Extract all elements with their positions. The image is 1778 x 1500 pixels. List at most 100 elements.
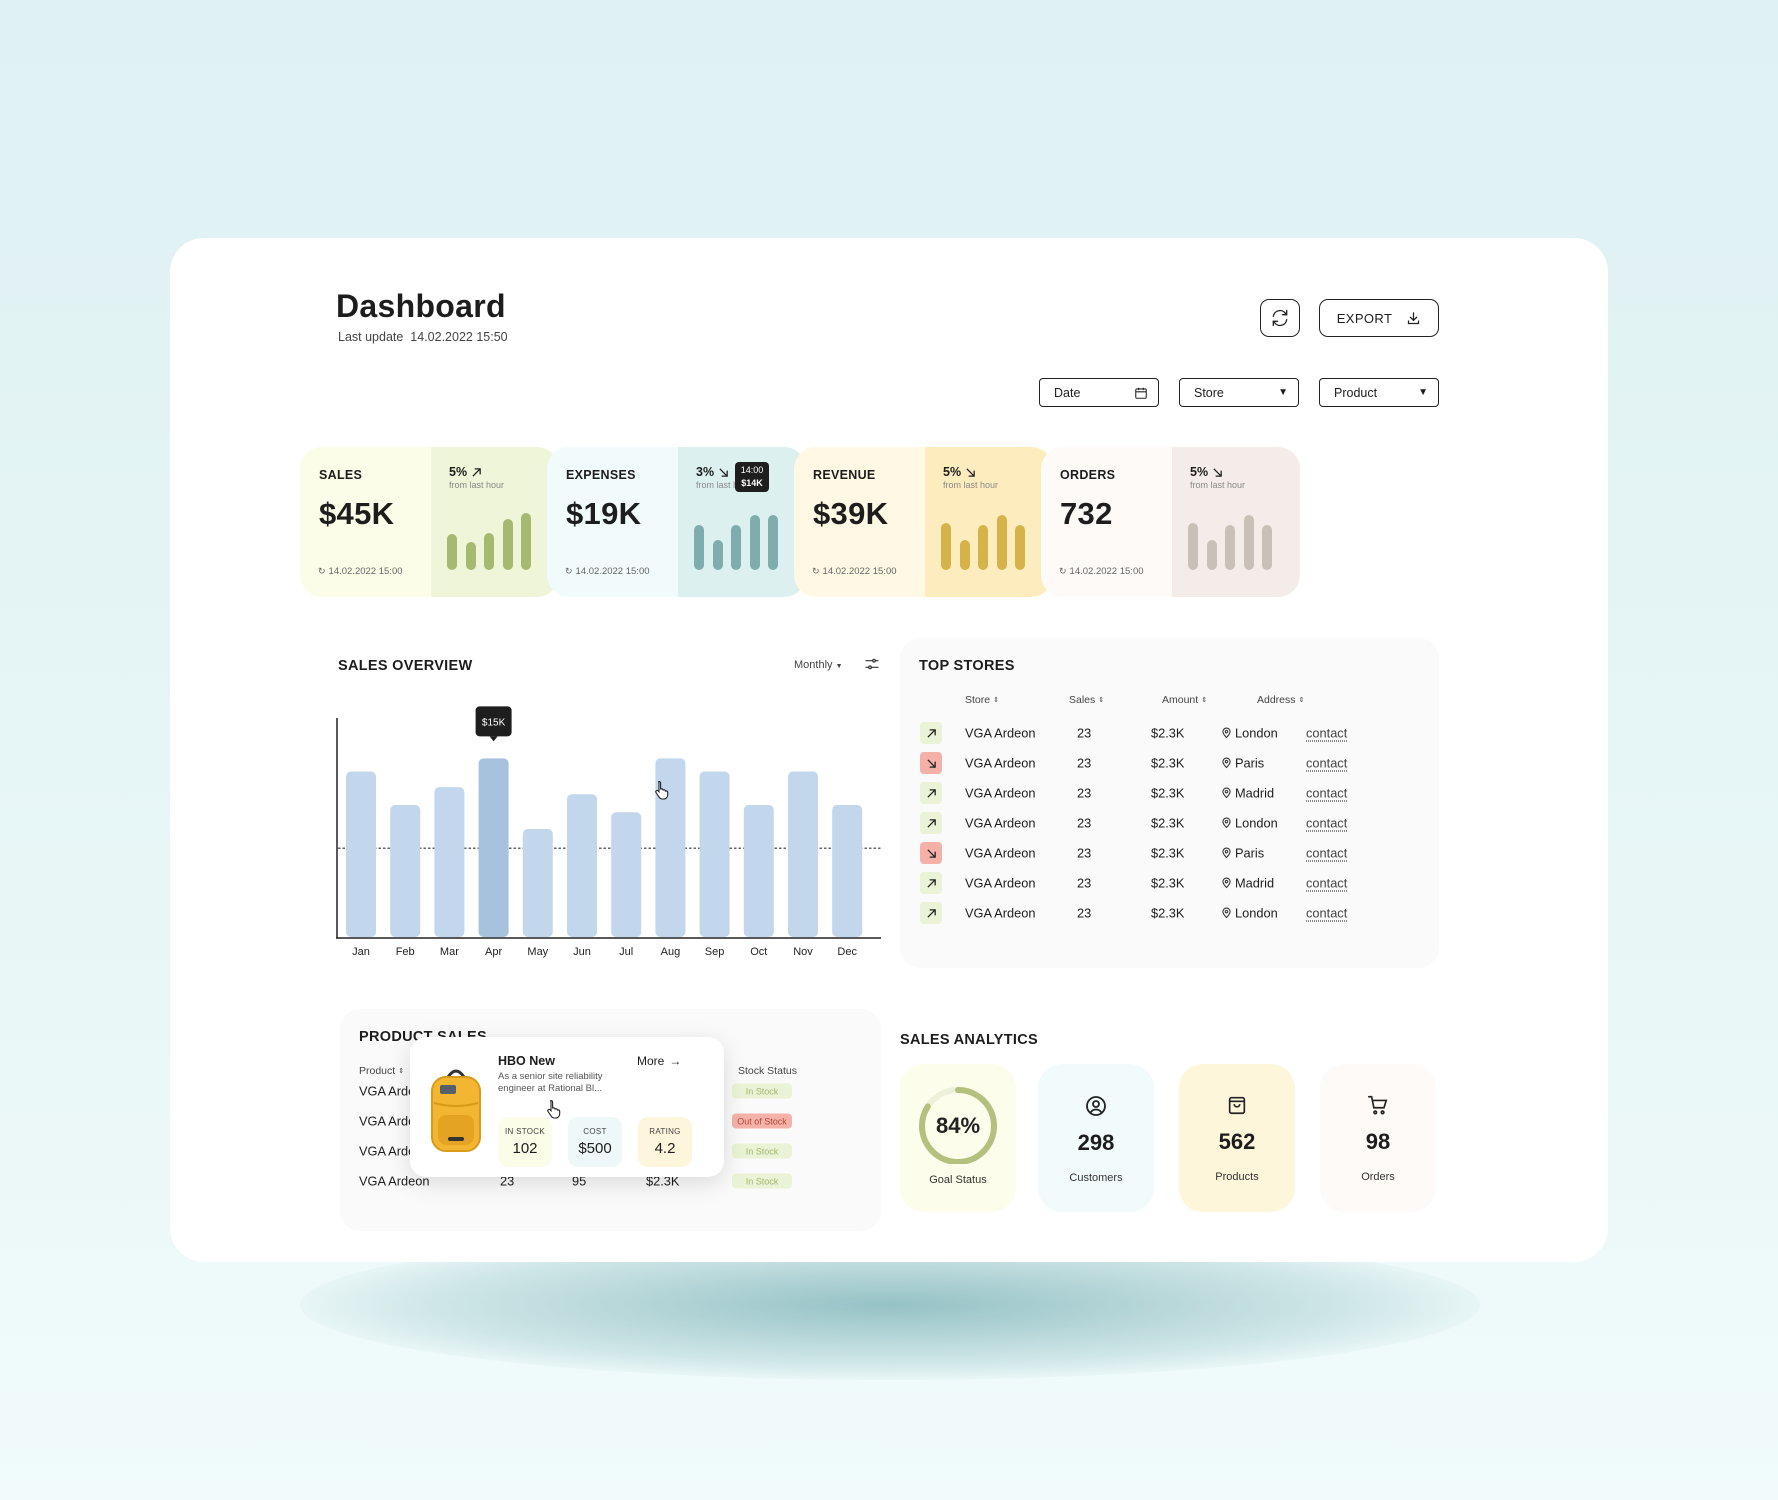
store-name: VGA Ardeon xyxy=(965,875,1036,891)
date-filter[interactable]: Date xyxy=(1039,378,1159,407)
hand-cursor-icon xyxy=(655,780,669,800)
column-header-product[interactable]: Product ⇕ xyxy=(359,1065,405,1077)
product-filter[interactable]: Product ▼ xyxy=(1319,378,1439,407)
chart-tooltip-value: $15K xyxy=(482,717,506,728)
table-row: VGA Ardeon 23 $2.3K London contact xyxy=(900,898,1439,928)
table-row: VGA Ardeon 23 $2.3K Paris contact xyxy=(900,838,1439,868)
x-tick-label: Feb xyxy=(396,946,415,958)
store-address: Madrid xyxy=(1222,876,1274,891)
kpi-change-caption: from last hour xyxy=(943,480,999,490)
sliders-icon xyxy=(865,658,879,670)
kpi-card-sales[interactable]: SALES $45K ↻ 14.02.2022 15:00 5% from las… xyxy=(300,447,559,597)
contact-link[interactable]: contact xyxy=(1306,905,1348,921)
period-select[interactable]: Monthly ▼ xyxy=(794,659,843,671)
kpi-timestamp: 14.02.2022 15:00 xyxy=(1069,566,1144,577)
column-header-sales[interactable]: Sales ⇕ xyxy=(1069,694,1105,706)
contact-link[interactable]: contact xyxy=(1306,875,1348,891)
column-header-address[interactable]: Address ⇕ xyxy=(1257,694,1305,706)
sales-overview-title: SALES OVERVIEW xyxy=(338,658,473,674)
contact-link[interactable]: contact xyxy=(1306,845,1348,861)
kpi-card-orders[interactable]: ORDERS 732 ↻ 14.02.2022 15:00 5% from las… xyxy=(1041,447,1300,597)
more-link[interactable]: More → xyxy=(637,1054,682,1068)
store-amount: $2.3K xyxy=(1151,815,1185,831)
kpi-mini-bar xyxy=(941,523,951,570)
arrow-down-right-icon xyxy=(1213,467,1222,477)
bar-jan xyxy=(346,771,376,937)
kpi-card-revenue[interactable]: REVENUE $39K ↻ 14.02.2022 15:00 5% from l… xyxy=(794,447,1053,597)
contact-link[interactable]: contact xyxy=(1306,755,1348,771)
arrow-up-right-icon xyxy=(926,908,936,918)
column-header-store[interactable]: Store ⇕ xyxy=(965,694,999,706)
location-pin-icon xyxy=(1222,907,1231,919)
customers-label: Customers xyxy=(1069,1172,1123,1184)
refresh-icon: ↻ xyxy=(565,566,573,576)
stock-status-badge: In Stock xyxy=(732,1143,792,1159)
contact-link[interactable]: contact xyxy=(1306,725,1348,741)
kpi-card-expenses[interactable]: EXPENSES $19K ↻ 14.02.2022 15:00 3% from … xyxy=(547,447,806,597)
store-amount: $2.3K xyxy=(1151,755,1185,771)
kpi-value: $19K xyxy=(566,496,642,531)
store-sales: 23 xyxy=(1077,755,1092,771)
kpi-mini-bar xyxy=(731,525,741,570)
stock-status-badge: In Stock xyxy=(732,1083,792,1099)
product-name: VGA Ardeon xyxy=(359,1173,430,1189)
kpi-mini-bar xyxy=(465,542,476,570)
backpack-image xyxy=(431,1069,481,1152)
location-pin-icon xyxy=(1222,727,1231,739)
page-title: Dashboard xyxy=(336,288,506,324)
download-icon xyxy=(1408,311,1420,324)
bar-oct xyxy=(743,805,774,937)
dashboard-card: Dashboard Last update 14.02.2022 15:50 E… xyxy=(170,238,1608,1262)
store-amount: $2.3K xyxy=(1151,875,1185,891)
store-name: VGA Ardeon xyxy=(965,815,1036,831)
kpi-mini-bar xyxy=(694,525,704,570)
trend-up-icon xyxy=(920,782,942,804)
kpi-label: ORDERS xyxy=(1060,468,1116,482)
kpi-mini-bar xyxy=(712,540,723,570)
store-filter[interactable]: Store ▼ xyxy=(1179,378,1299,407)
store-sales: 23 xyxy=(1077,725,1092,741)
kpi-mini-bar xyxy=(521,513,531,570)
kpi-change: 5% xyxy=(1190,465,1300,479)
refresh-button[interactable] xyxy=(1260,299,1300,337)
caret-down-icon: ▼ xyxy=(1278,387,1288,398)
x-tick-label: Jul xyxy=(619,946,633,958)
orders-tile: 98 Orders xyxy=(1320,1064,1436,1212)
store-name: VGA Ardeon xyxy=(965,905,1036,921)
table-row: VGA Ardeon 23 $2.3K London contact xyxy=(900,808,1439,838)
column-header-stock-status[interactable]: Stock Status xyxy=(738,1065,797,1077)
kpi-change: 5% xyxy=(449,465,559,479)
trend-up-icon xyxy=(920,812,942,834)
store-name: VGA Ardeon xyxy=(965,755,1036,771)
arrow-up-right-icon xyxy=(926,728,936,738)
contact-link[interactable]: contact xyxy=(1306,815,1348,831)
shopping-bag-icon xyxy=(1228,1096,1246,1115)
filter-settings-button[interactable] xyxy=(864,656,880,677)
caret-down-icon: ▼ xyxy=(1418,387,1428,398)
table-row: VGA Ardeon 23 $2.3K London contact xyxy=(900,718,1439,748)
store-address: Paris xyxy=(1222,756,1264,771)
kpi-change: 5% xyxy=(943,465,1053,479)
export-button[interactable]: EXPORT xyxy=(1319,299,1439,337)
kpi-value: $45K xyxy=(319,496,395,531)
kpi-mini-bar xyxy=(484,533,494,570)
product-col-2: 95 xyxy=(572,1173,587,1189)
chart-tooltip xyxy=(475,706,512,737)
customers-value: 298 xyxy=(1077,1130,1115,1155)
products-label: Products xyxy=(1215,1171,1259,1183)
sales-analytics-title: SALES ANALYTICS xyxy=(900,1032,1038,1048)
popup-product-name: HBO New xyxy=(498,1054,555,1068)
trend-up-icon xyxy=(920,722,942,744)
store-name: VGA Ardeon xyxy=(965,785,1036,801)
store-sales: 23 xyxy=(1077,815,1092,831)
kpi-change-caption: from last hour xyxy=(449,480,505,490)
column-header-amount[interactable]: Amount ⇕ xyxy=(1162,694,1208,706)
kpi-mini-bar xyxy=(1243,515,1254,570)
contact-link[interactable]: contact xyxy=(1306,785,1348,801)
kpi-change-caption: from last hour xyxy=(696,480,752,490)
goal-status-tile: 84% Goal Status xyxy=(900,1064,1016,1212)
customers-tile: 298 Customers xyxy=(1038,1064,1154,1212)
product-col-1: 23 xyxy=(500,1173,515,1189)
table-row: VGA Ardeon 23 $2.3K Madrid contact xyxy=(900,778,1439,808)
store-name: VGA Ardeon xyxy=(965,845,1036,861)
